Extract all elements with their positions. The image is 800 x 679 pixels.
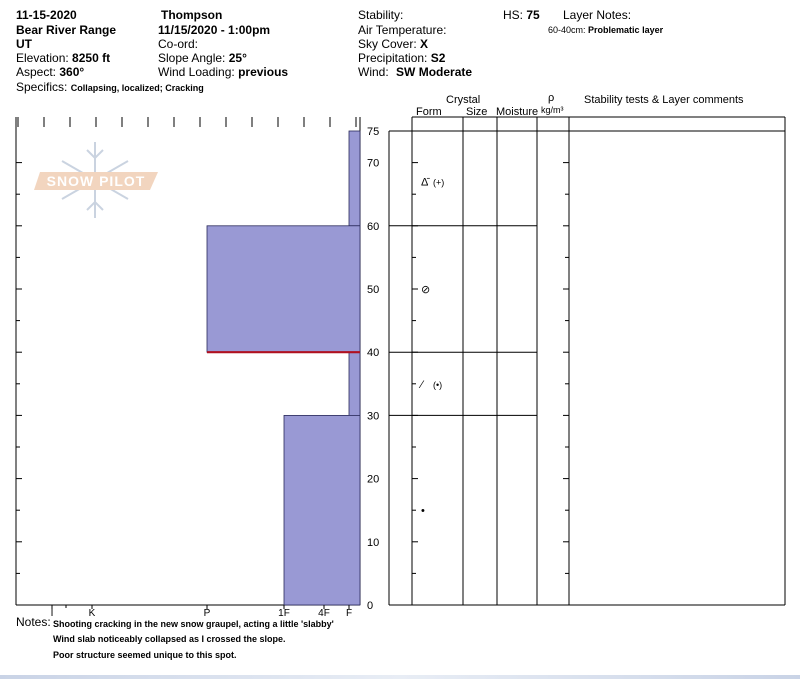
- obs-date: 11-15-2020: [16, 8, 77, 22]
- depth-label: 75: [367, 126, 379, 138]
- hardness-label: 1F: [278, 608, 290, 619]
- depth-label: 0: [367, 600, 373, 612]
- depth-label: 10: [367, 537, 379, 549]
- specifics-row: Specifics: Collapsing, localized; Cracki…: [16, 81, 204, 95]
- sky-label: Sky Cover:: [358, 37, 417, 51]
- grain-table: Δ̄ (+) ⊘ ⁄ (•) •: [388, 116, 786, 606]
- depth-label: 60: [367, 221, 379, 233]
- moisture-header: Moisture: [496, 106, 539, 118]
- obs-datetime: 11/15/2020 - 1:00pm: [158, 23, 271, 37]
- grain-form-label: (•): [433, 380, 442, 390]
- note-line-2: Wind slab noticeably collapsed as I cros…: [53, 634, 286, 644]
- depth-label: 50: [367, 284, 379, 296]
- grain-form-label: (+): [433, 178, 444, 188]
- grain-form-symbol: Δ̄: [421, 177, 430, 189]
- grain-form-symbol: ⁄: [418, 379, 425, 391]
- window-bottom-edge: [0, 675, 800, 679]
- hardness-label: K: [89, 608, 96, 619]
- density-unit: kg/m³: [541, 105, 564, 115]
- size-header: Size: [466, 106, 488, 118]
- hardness-label: I: [51, 608, 54, 619]
- layer-note-text: Problematic layer: [588, 25, 664, 35]
- hardness-layer-bar: [348, 130, 361, 227]
- specifics-value: Collapsing, localized; Cracking: [70, 83, 204, 93]
- hs-value: 75: [526, 8, 540, 22]
- hardness-layer-bar: [283, 414, 361, 606]
- state: UT: [16, 37, 32, 51]
- observer-name: Thompson: [161, 8, 223, 22]
- watermark-text: SNOW PILOT: [47, 173, 146, 189]
- sky-row: Sky Cover: X: [358, 38, 428, 51]
- depth-label: 20: [367, 474, 379, 486]
- coord-label: Co-ord:: [158, 37, 199, 51]
- aspect-value: 360°: [59, 65, 85, 79]
- aspect-label: Aspect:: [16, 65, 57, 79]
- precip-label: Precipitation:: [358, 51, 428, 65]
- hs-label: HS:: [503, 8, 524, 22]
- elevation-row: Elevation: 8250 ft: [16, 52, 110, 65]
- aspect-row: Aspect: 360°: [16, 66, 84, 79]
- sky-value: X: [420, 37, 429, 51]
- wind-value: SW Moderate: [396, 65, 473, 79]
- wind-row: Wind: SW Moderate: [358, 66, 472, 79]
- wind-loading-value: previous: [238, 65, 289, 79]
- wind-loading-row: Wind Loading: previous: [158, 66, 288, 79]
- hardness-plot: I K P 1F 4F F 0 10 20 30 40 50 60 70 75: [15, 117, 379, 619]
- hardness-label: P: [204, 608, 211, 619]
- slope-row: Slope Angle: 25°: [158, 52, 247, 65]
- layer-notes-label: Layer Notes:: [563, 8, 632, 22]
- snowpilot-watermark: SNOW PILOT: [34, 142, 158, 218]
- precip-value: S2: [430, 51, 446, 65]
- grain-form-symbol: ⊘: [421, 284, 430, 296]
- form-header: Form: [416, 106, 442, 118]
- hardness-label: F: [346, 608, 352, 619]
- wind-label: Wind:: [358, 65, 389, 79]
- stability-label: Stability:: [358, 8, 404, 22]
- slope-value: 25°: [228, 51, 247, 65]
- hardness-layer-bar: [206, 225, 361, 353]
- elevation-value: 8250 ft: [72, 51, 111, 65]
- density-symbol: ρ: [548, 92, 555, 104]
- layer-note: 60-40cm: Problematic layer: [548, 24, 663, 37]
- crystal-header: Crystal: [446, 94, 481, 106]
- specifics-label: Specifics:: [16, 80, 68, 94]
- wind-loading-label: Wind Loading:: [158, 65, 235, 79]
- depth-label: 70: [367, 158, 379, 170]
- air-temp-label: Air Temperature:: [358, 23, 447, 37]
- mountain-range: Bear River Range: [16, 23, 117, 37]
- hardness-layer-bar: [348, 351, 361, 416]
- elevation-label: Elevation:: [16, 51, 69, 65]
- depth-label: 30: [367, 410, 379, 422]
- notes-label: Notes:: [16, 615, 51, 629]
- depth-label: 40: [367, 347, 379, 359]
- stability-comments-header: Stability tests & Layer comments: [584, 94, 744, 106]
- note-line-1: Shooting cracking in the new snow graupe…: [53, 619, 334, 629]
- hardness-label: 4F: [318, 608, 330, 619]
- note-line-3: Poor structure seemed unique to this spo…: [53, 650, 237, 660]
- grain-form-symbol: •: [421, 505, 425, 517]
- layer-note-range: 60-40cm:: [548, 25, 586, 35]
- precip-row: Precipitation: S2: [358, 52, 445, 65]
- hs-row: HS: 75: [503, 9, 540, 22]
- slope-label: Slope Angle:: [158, 51, 226, 65]
